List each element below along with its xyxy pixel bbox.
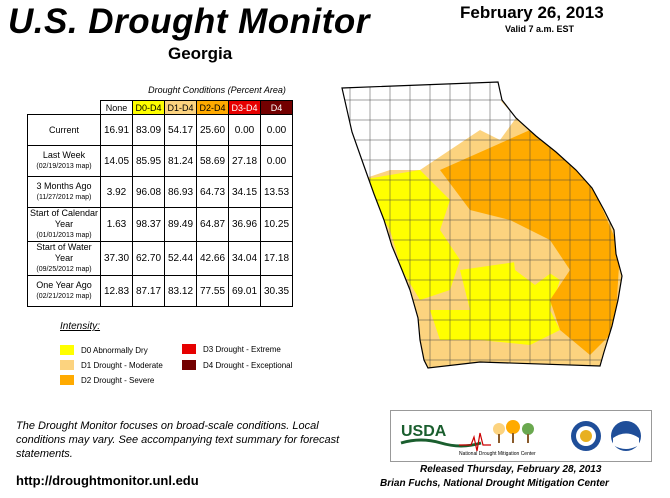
table-cell: 83.09 <box>132 114 165 146</box>
table-row: Start of Water Year (09/25/2012 map) 37.3… <box>27 241 293 276</box>
d0-swatch <box>60 345 74 355</box>
legend-item-d0: D0 Abnormally Dry <box>60 345 148 355</box>
table-cell: 14.05 <box>100 145 133 177</box>
table-cell: 54.17 <box>164 114 197 146</box>
table-cell: 17.18 <box>260 241 293 276</box>
drought-monitor-link[interactable]: http://droughtmonitor.unl.edu <box>16 473 199 488</box>
state-name: Georgia <box>168 44 233 63</box>
row-label: Start of Calendar Year (01/01/2013 map) <box>27 207 101 242</box>
legend-item-d4: D4 Drought - Exceptional <box>182 360 292 370</box>
table-cell: 85.95 <box>132 145 165 177</box>
table-cell: 64.73 <box>196 176 229 208</box>
table-corner <box>28 101 101 115</box>
no-drought-region <box>342 82 502 180</box>
d2-swatch <box>60 375 74 385</box>
logo-strip: USDA National Drought Mitigation Center <box>390 410 652 462</box>
d0-region <box>390 230 460 300</box>
ndmc-logo-text: National Drought Mitigation Center <box>459 451 536 457</box>
state-outline <box>341 81 623 369</box>
table-cell: 87.17 <box>132 275 165 307</box>
table-row: Last Week (02/19/2013 map) 14.05 85.95 81… <box>27 145 293 177</box>
table-cell: 30.35 <box>260 275 293 307</box>
release-info: Released Thursday, February 28, 2013 <box>420 464 602 475</box>
drought-conditions-table: None D0-D4 D1-D4 D2-D4 D3-D4 D4 Current … <box>27 100 293 307</box>
table-cell: 37.30 <box>100 241 133 276</box>
legend-item-d3: D3 Drought - Extreme <box>182 344 281 354</box>
table-cell: 62.70 <box>132 241 165 276</box>
disclaimer-note: The Drought Monitor focuses on broad-sca… <box>16 420 340 460</box>
d1-swatch <box>60 360 74 370</box>
table-cell: 13.53 <box>260 176 293 208</box>
row-label: 3 Months Ago (11/27/2012 map) <box>27 176 101 208</box>
table-cell: 0.00 <box>228 114 261 146</box>
map-date: February 26, 2013 <box>460 3 604 22</box>
table-cell: 42.66 <box>196 241 229 276</box>
table-cell: 1.63 <box>100 207 133 242</box>
d1-region <box>510 230 555 285</box>
table-cell: 10.25 <box>260 207 293 242</box>
d3-swatch <box>182 344 196 354</box>
table-cell: 34.04 <box>228 241 261 276</box>
table-cell: 89.49 <box>164 207 197 242</box>
table-cell: 52.44 <box>164 241 197 276</box>
row-label: Last Week (02/19/2013 map) <box>27 145 101 177</box>
row-label: One Year Ago (02/21/2012 map) <box>27 275 101 307</box>
table-cell: 69.01 <box>228 275 261 307</box>
col-d1-d4: D1-D4 <box>164 100 197 115</box>
pulse-icon <box>459 432 491 452</box>
table-row: 3 Months Ago (11/27/2012 map) 3.92 96.08 … <box>27 176 293 208</box>
valid-time: Valid 7 a.m. EST <box>505 24 575 34</box>
d2-region <box>440 130 620 355</box>
legend-title: Intensity: <box>60 321 101 332</box>
table-cell: 16.91 <box>100 114 133 146</box>
table-cell: 34.15 <box>228 176 261 208</box>
author-info: Brian Fuchs, National Drought Mitigation… <box>380 478 609 489</box>
d4-swatch <box>182 360 196 370</box>
table-cell: 27.18 <box>228 145 261 177</box>
table-cell: 77.55 <box>196 275 229 307</box>
legend-item-d1: D1 Drought - Moderate <box>60 360 163 370</box>
table-header-row: None D0-D4 D1-D4 D2-D4 D3-D4 D4 <box>28 100 293 115</box>
table-cell: 98.37 <box>132 207 165 242</box>
table-caption: Drought Conditions (Percent Area) <box>148 85 286 95</box>
table-cell: 83.12 <box>164 275 197 307</box>
table-cell: 81.24 <box>164 145 197 177</box>
table-cell: 86.93 <box>164 176 197 208</box>
table-cell: 64.87 <box>196 207 229 242</box>
legend-item-d2: D2 Drought - Severe <box>60 375 154 385</box>
col-d2-d4: D2-D4 <box>196 100 229 115</box>
row-label: Current <box>27 114 101 146</box>
logos-svg: USDA National Drought Mitigation Center <box>400 420 641 457</box>
table-row: Current 16.91 83.09 54.17 25.60 0.00 0.0… <box>27 114 293 146</box>
usda-logo: USDA <box>401 423 447 440</box>
col-none: None <box>100 100 133 115</box>
tree-icons <box>493 420 534 443</box>
d0-region <box>430 310 560 345</box>
table-cell: 12.83 <box>100 275 133 307</box>
col-d4: D4 <box>260 100 293 115</box>
page-title: U.S. Drought Monitor <box>8 2 370 41</box>
table-cell: 58.69 <box>196 145 229 177</box>
table-cell: 36.96 <box>228 207 261 242</box>
table-cell: 96.08 <box>132 176 165 208</box>
georgia-drought-map <box>341 81 623 369</box>
table-cell: 0.00 <box>260 145 293 177</box>
table-cell: 0.00 <box>260 114 293 146</box>
table-row: Start of Calendar Year (01/01/2013 map) 1… <box>27 207 293 242</box>
d0-region <box>360 170 450 240</box>
table-row: One Year Ago (02/21/2012 map) 12.83 87.17… <box>27 275 293 307</box>
col-d3-d4: D3-D4 <box>228 100 261 115</box>
col-d0-d4: D0-D4 <box>132 100 165 115</box>
table-cell: 3.92 <box>100 176 133 208</box>
table-cell: 25.60 <box>196 114 229 146</box>
row-label: Start of Water Year (09/25/2012 map) <box>27 241 101 276</box>
